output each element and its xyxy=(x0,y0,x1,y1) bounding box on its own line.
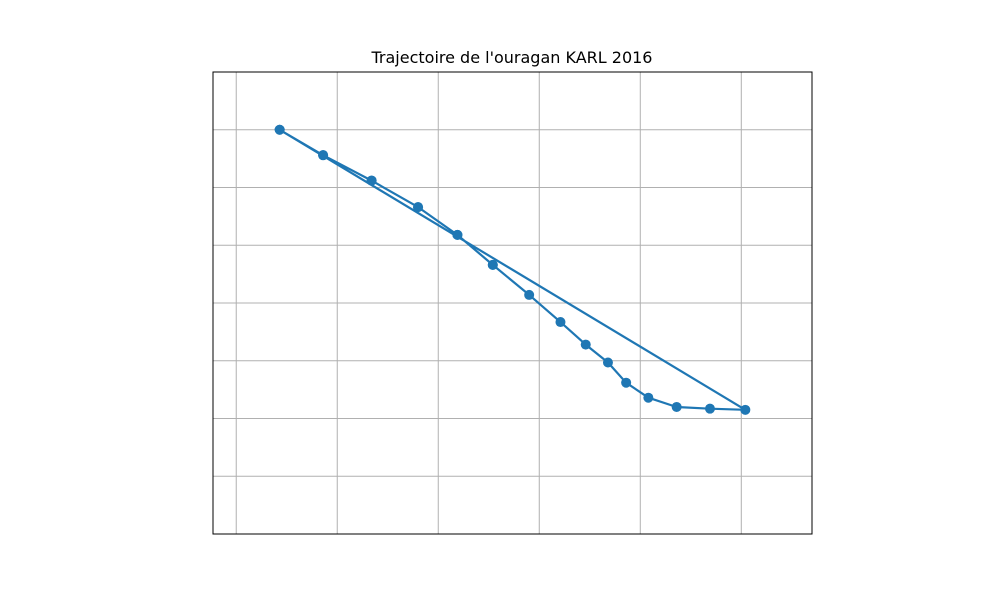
track-point xyxy=(413,202,424,213)
track-point xyxy=(366,175,377,186)
track-point xyxy=(643,392,654,403)
track-point xyxy=(555,317,566,328)
grid xyxy=(213,72,812,534)
track-series xyxy=(274,124,751,415)
track-point xyxy=(621,377,632,388)
track-point xyxy=(274,124,285,135)
track-point xyxy=(452,229,463,240)
track-point xyxy=(602,357,613,368)
track-point xyxy=(524,289,535,300)
plot-area xyxy=(212,71,813,535)
track-point xyxy=(318,150,329,161)
track-point xyxy=(740,404,751,415)
track-point xyxy=(487,259,498,270)
chart-title: Trajectoire de l'ouragan KARL 2016 xyxy=(371,48,653,67)
track-point xyxy=(580,339,591,350)
track-point xyxy=(671,401,682,412)
track-point xyxy=(704,403,715,414)
axes-frame xyxy=(212,71,813,535)
